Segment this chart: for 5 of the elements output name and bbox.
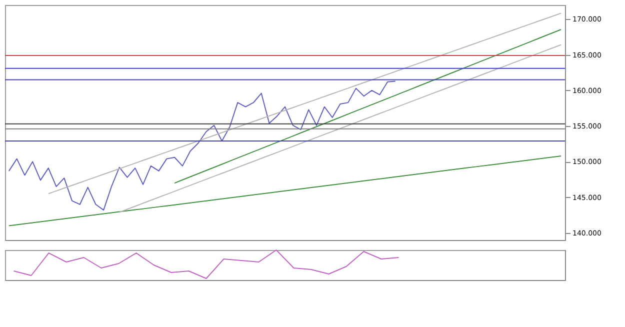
line-series (8, 155, 562, 226)
line-series (8, 80, 396, 211)
line-series (118, 44, 562, 213)
line-series (174, 28, 562, 184)
line-series (48, 12, 562, 194)
